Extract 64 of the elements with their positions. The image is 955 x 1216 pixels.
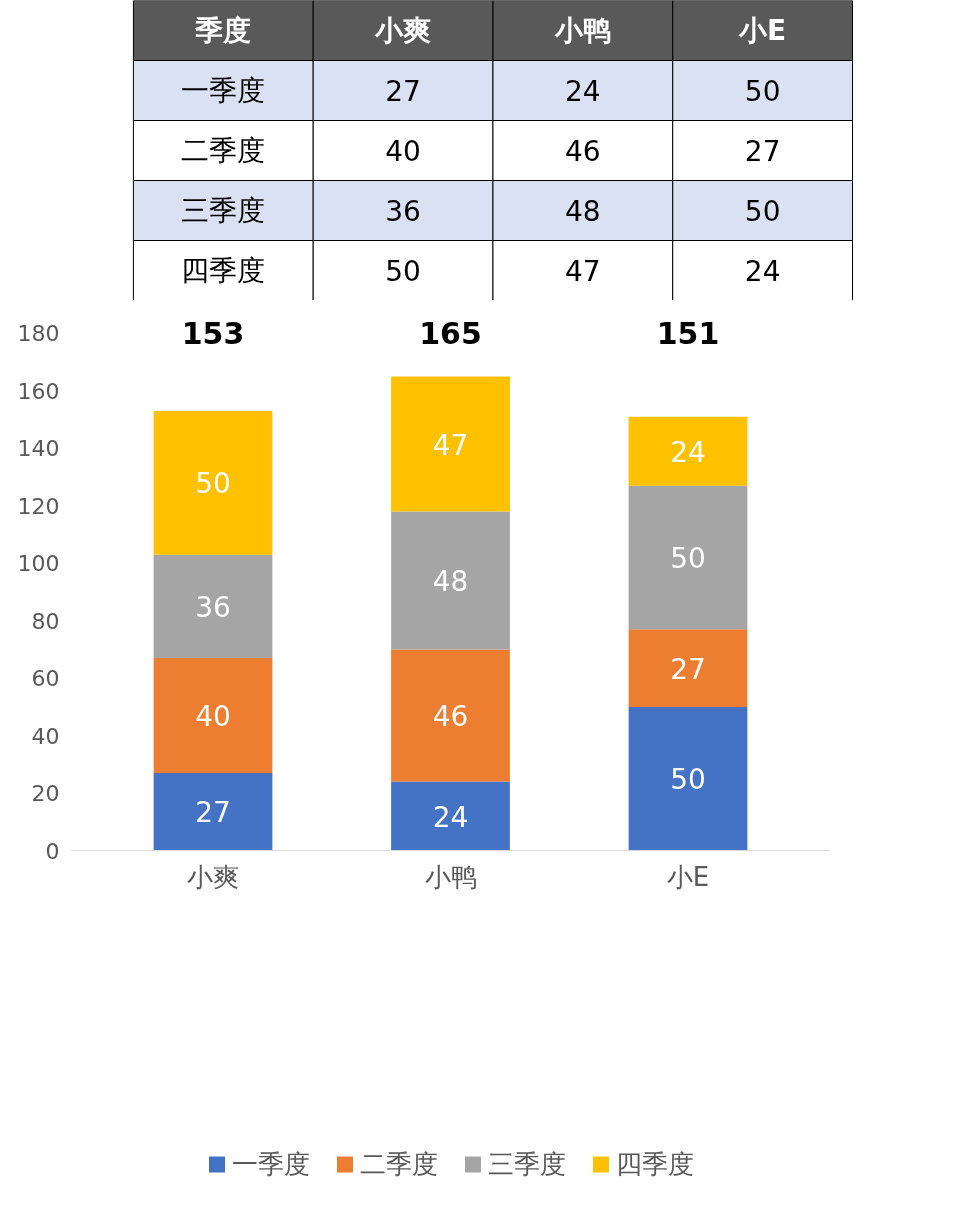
bar [153,772,273,851]
text: 小爽 [374,14,432,47]
text: 一季度 [181,74,266,107]
bar [628,485,748,630]
data-label: 47 [432,428,469,462]
text: 27 [744,135,781,168]
total-label: 151 [656,316,720,352]
text: 24 [565,75,601,108]
y-tick-label: 140 [17,436,60,462]
text: 47 [565,255,601,288]
bar [391,781,510,851]
text: 46 [565,135,601,168]
text: 48 [565,195,601,228]
bar [153,554,273,659]
bar [153,411,273,555]
y-tick-label: 0 [45,838,60,864]
y-tick-label: 100 [17,551,60,577]
data-label: 27 [670,652,706,686]
legend-label: 一季度 [231,1147,310,1181]
legend-label: 二季度 [359,1147,438,1181]
text: 小E [738,14,787,47]
data-label: 50 [195,467,231,501]
data-label: 24 [432,800,469,834]
bar [391,511,510,650]
legend-label: 四季度 [615,1147,694,1181]
text: 四季度 [181,254,266,287]
data-label: 40 [195,700,231,733]
y-tick-label: 160 [17,378,60,404]
text: 50 [744,75,781,108]
text: 50 [385,255,421,288]
text: 小鸭 [553,14,611,47]
data-label: 50 [670,542,706,576]
text: 三季度 [181,194,266,227]
bar [628,416,748,486]
text: 24 [744,255,781,288]
y-tick-label: 120 [17,493,60,519]
y-tick-label: 60 [31,666,60,692]
x-tick-label: 小E [666,861,710,892]
data-label: 24 [670,435,706,469]
text: 二季度 [181,134,266,167]
data-label: 27 [195,796,231,830]
y-tick-label: 180 [17,321,60,347]
data-label: 50 [670,763,706,797]
text: 40 [385,135,421,168]
text: 季度 [194,14,252,47]
text: 36 [385,195,421,228]
bar [391,376,510,512]
data-label: 36 [195,590,231,624]
x-tick-label: 小鸭 [424,861,477,892]
data-label: 48 [432,565,469,598]
y-tick-label: 20 [31,781,60,807]
legend-label: 三季度 [487,1147,566,1181]
y-tick-label: 80 [31,608,60,634]
x-tick-label: 小爽 [187,861,239,892]
bar [153,658,273,773]
bar [628,629,748,707]
bar [628,706,748,851]
total-label: 165 [419,316,482,352]
data-label: 46 [432,700,469,733]
y-tick-label: 40 [31,723,60,749]
text: 50 [744,195,781,228]
total-label: 153 [181,316,245,352]
bar [391,649,510,782]
text: 27 [385,75,421,108]
